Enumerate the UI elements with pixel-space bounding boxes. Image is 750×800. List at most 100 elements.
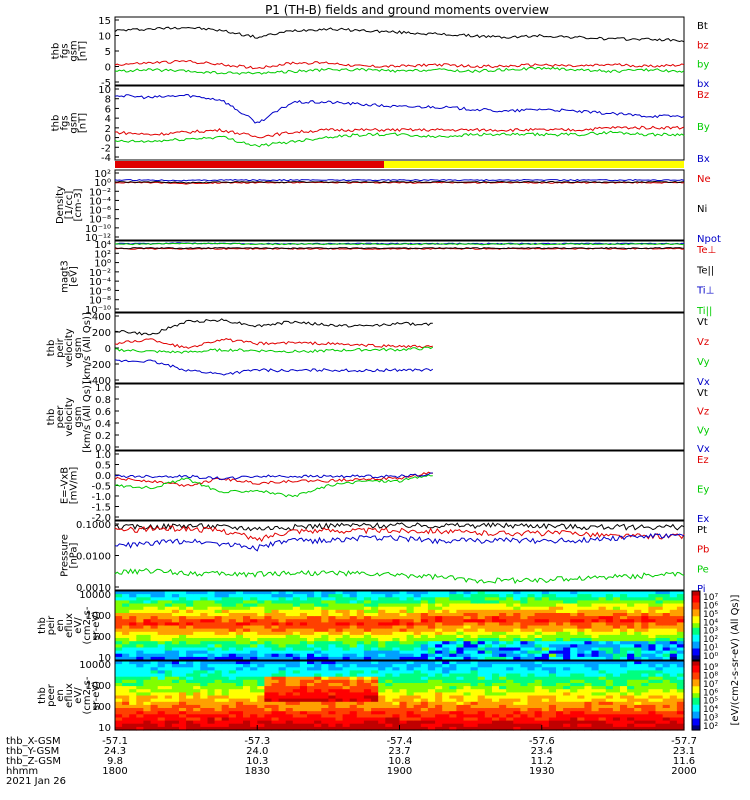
spectrogram-cell xyxy=(527,647,536,652)
spectrogram-cell xyxy=(349,628,358,633)
spectrogram-cell xyxy=(477,726,486,731)
spectrogram-cell xyxy=(449,616,457,620)
colorbar-cell xyxy=(692,684,700,687)
spectrogram-cell xyxy=(605,634,614,639)
spectrogram-cell xyxy=(577,641,585,645)
spectrogram-cell xyxy=(243,726,251,731)
spectrogram-cell xyxy=(520,625,529,630)
spectrogram-cell xyxy=(257,670,265,675)
spectrogram-cell xyxy=(506,692,514,697)
spectrogram-cell xyxy=(228,647,237,652)
spectrogram-cell xyxy=(563,634,571,639)
spectrogram-cell xyxy=(484,726,493,731)
spectrogram-cell xyxy=(612,656,621,661)
spectrogram-cell xyxy=(477,698,486,703)
spectrogram-cell xyxy=(527,613,536,617)
spectrogram-cell xyxy=(477,591,486,595)
spectrogram-cell xyxy=(193,701,201,706)
spectrogram-cell xyxy=(292,622,301,627)
spectrogram-cell xyxy=(129,708,137,712)
spectrogram-cell xyxy=(463,698,472,703)
spectrogram-cell xyxy=(655,673,664,678)
spectrogram-cell xyxy=(193,683,201,687)
spectrogram-cell xyxy=(285,600,294,605)
spectrogram-cell xyxy=(570,667,578,671)
spectrogram-cell xyxy=(477,720,486,725)
spectrogram-cell xyxy=(264,609,273,614)
spectrogram-cell xyxy=(179,661,187,665)
spectrogram-cell xyxy=(449,670,457,675)
spectrogram-cell xyxy=(129,616,137,620)
spectrogram-cell xyxy=(171,683,180,687)
spectrogram-cell xyxy=(449,704,457,709)
spectrogram-cell xyxy=(442,650,450,655)
spectrogram-cell xyxy=(356,631,365,636)
spectrogram-cell xyxy=(556,638,564,642)
spectrogram-cell xyxy=(136,698,144,703)
spectrogram-cell xyxy=(435,670,443,675)
y-tick-label: 100 xyxy=(92,632,111,643)
spectrogram-cell xyxy=(534,670,543,675)
spectrogram-cell xyxy=(641,628,649,633)
spectrogram-cell xyxy=(285,723,294,728)
spectrogram-cell xyxy=(620,653,628,658)
spectrogram-cell xyxy=(193,638,201,642)
spectrogram-cell xyxy=(171,622,180,627)
spectrogram-cell xyxy=(271,634,280,639)
spectrogram-cell xyxy=(456,594,465,598)
spectrogram-cell xyxy=(221,606,230,611)
spectrogram-cell xyxy=(200,670,208,675)
spectrogram-cell xyxy=(499,661,507,665)
spectrogram-cell xyxy=(257,647,265,652)
series-line-Pi xyxy=(114,533,685,552)
panel-efield: 1.00.50.0-0.5-1.0-1.5-2.0E=-VxB[mV/m]EzE… xyxy=(60,450,710,525)
spectrogram-cell xyxy=(484,609,493,614)
spectrogram-cell xyxy=(235,708,244,712)
spectrogram-cell xyxy=(228,622,237,627)
spectrogram-cell xyxy=(513,653,521,658)
spectrogram-cell xyxy=(627,591,635,595)
panel-temperature: 10⁴10²10⁰10⁻²10⁻⁴10⁻⁶10⁻⁸10⁻¹⁰magt3[eV]T… xyxy=(60,240,717,317)
spectrogram-cell xyxy=(570,679,578,684)
spectrogram-cell xyxy=(584,641,593,645)
spectrogram-cell xyxy=(399,698,408,703)
y-axis-label: sr-eV) xyxy=(91,611,102,640)
spectrogram-cell xyxy=(527,673,536,678)
spectrogram-cell xyxy=(492,625,500,630)
spectrogram-cell xyxy=(257,701,265,706)
spectrogram-cell xyxy=(662,597,671,601)
spectrogram-cell xyxy=(271,597,280,601)
spectrogram-cell xyxy=(605,711,614,715)
spectrogram-cell xyxy=(662,622,671,627)
spectrogram-cell xyxy=(634,708,642,712)
spectrogram-cell xyxy=(171,650,180,655)
spectrogram-cell xyxy=(541,726,550,731)
spectrogram-cell xyxy=(655,704,664,709)
spectrogram-cell xyxy=(349,613,358,617)
spectrogram-cell xyxy=(556,676,564,681)
spectrogram-cell xyxy=(385,698,393,703)
spectrogram-cell xyxy=(506,720,514,725)
spectrogram-cell xyxy=(627,670,635,675)
spectrogram-cell xyxy=(605,692,614,697)
spectrogram-cell xyxy=(570,701,578,706)
spectrogram-cell xyxy=(435,613,443,617)
spectrogram-cell xyxy=(492,695,500,700)
spectrogram-cell xyxy=(584,679,593,684)
spectrogram-cell xyxy=(385,717,393,722)
spectrogram-cell xyxy=(541,717,550,722)
spectrogram-cell xyxy=(356,664,365,668)
spectrogram-cell xyxy=(349,695,358,700)
spectrogram-cell xyxy=(171,609,180,614)
spectrogram-cell xyxy=(556,720,564,725)
spectrogram-cell xyxy=(157,597,166,601)
y-tick-label: 0.8 xyxy=(95,395,111,406)
spectrogram-cell xyxy=(484,634,493,639)
spectrogram-cell xyxy=(179,692,187,697)
spectrogram-cell xyxy=(250,692,258,697)
spectrogram-cell xyxy=(598,676,607,681)
spectrogram-cell xyxy=(598,717,607,722)
spectrogram-cell xyxy=(363,664,372,668)
spectrogram-cell xyxy=(363,670,372,675)
spectrogram-cell xyxy=(527,600,536,605)
